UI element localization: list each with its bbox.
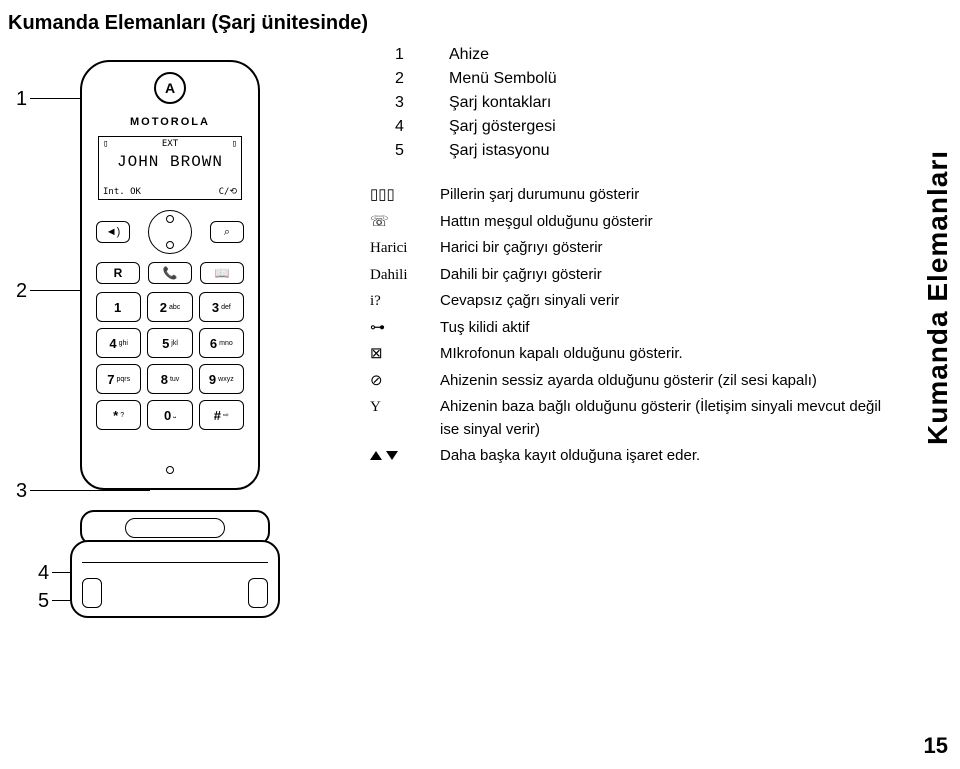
icon-symbol: ☏ [370, 211, 440, 234]
legend-row-4: 4Şarj göstergesi [395, 118, 557, 136]
nav-left-button: ◄) [96, 221, 130, 243]
func-r-button: R [96, 262, 140, 284]
screen-softkey-right: C/⟲ [219, 187, 237, 197]
icon-desc: Ahizenin baza bağlı olduğunu gösterir (İ… [440, 396, 890, 441]
icon-symbol: ▯▯▯ [370, 184, 440, 207]
icon-row-2: HariciHarici bir çağrıyı gösterir [370, 237, 890, 260]
legend-num: 2 [395, 70, 449, 88]
key-*: *? [96, 400, 141, 430]
icon-symbol: i? [370, 290, 440, 313]
icon-row-7: ⊘Ahizenin sessiz ayarda olduğunu gösteri… [370, 370, 890, 393]
legend-row-2: 2Menü Sembolü [395, 70, 557, 88]
brand-label: MOTOROLA [82, 116, 258, 128]
legend-row-5: 5Şarj istasyonu [395, 142, 557, 160]
icon-symbol: Harici [370, 237, 440, 260]
key-0: 0⎵ [147, 400, 192, 430]
legend-text: Ahize [449, 46, 489, 64]
icon-row-9: Daha başka kayıt olduğuna işaret eder. [370, 445, 890, 468]
icon-row-6: ⊠MIkrofonun kapalı olduğunu gösterir. [370, 343, 890, 366]
screen-softkey-left: Int. OK [103, 187, 141, 197]
icon-desc: Ahizenin sessiz ayarda olduğunu gösterir… [440, 370, 890, 393]
legend-text: Şarj kontakları [449, 94, 551, 112]
callout-4: 4 [38, 562, 49, 585]
key-8: 8tuv [147, 364, 192, 394]
legend-row-3: 3Şarj kontakları [395, 94, 557, 112]
mic-hole [166, 466, 174, 474]
func-call-button: 📞 [148, 262, 192, 284]
legend-num: 1 [395, 46, 449, 64]
legend-num: 3 [395, 94, 449, 112]
callout-1: 1 [16, 88, 27, 111]
icon-row-4: i?Cevapsız çağrı sinyali verir [370, 290, 890, 313]
icon-desc: Pillerin şarj durumunu gösterir [440, 184, 890, 207]
phone-screen: ▯ EXT ▯ JOHN BROWN Int. OK C/⟲ [98, 136, 242, 200]
legend-list: 1Ahize2Menü Sembolü3Şarj kontakları4Şarj… [395, 46, 557, 166]
screen-name: JOHN BROWN [99, 153, 241, 171]
icon-row-5: ⊶Tuş kilidi aktif [370, 317, 890, 340]
legend-text: Menü Sembolü [449, 70, 557, 88]
icon-desc: Hattın meşgul olduğunu gösterir [440, 211, 890, 234]
callout-2: 2 [16, 280, 27, 303]
base-station-illustration [70, 510, 280, 630]
icon-desc: MIkrofonun kapalı olduğunu gösterir. [440, 343, 890, 366]
legend-text: Şarj göstergesi [449, 118, 556, 136]
key-2: 2abc [147, 292, 192, 322]
icon-row-8: YAhizenin baza bağlı olduğunu gösterir (… [370, 396, 890, 441]
icon-symbol: ⊘ [370, 370, 440, 393]
icon-row-1: ☏Hattın meşgul olduğunu gösterir [370, 211, 890, 234]
key-9: 9wxyz [199, 364, 244, 394]
key-7: 7pqrs [96, 364, 141, 394]
icon-symbol [370, 445, 440, 468]
leader-3 [30, 490, 150, 491]
icon-desc: Daha başka kayıt olduğuna işaret eder. [440, 445, 890, 468]
icon-desc: Cevapsız çağrı sinyali verir [440, 290, 890, 313]
key-4: 4ghi [96, 328, 141, 358]
key-5: 5jkl [147, 328, 192, 358]
icon-symbol: ⊠ [370, 343, 440, 366]
func-book-button: 📖 [200, 262, 244, 284]
key-#: #⇨ [199, 400, 244, 430]
logo-icon: A [154, 72, 186, 104]
screen-icon-ext: EXT [162, 139, 178, 149]
icon-desc: Harici bir çağrıyı gösterir [440, 237, 890, 260]
icon-list: ▯▯▯Pillerin şarj durumunu gösterir☏Hattı… [370, 184, 890, 472]
keypad: 12abc3def 4ghi5jkl6mno 7pqrs8tuv9wxyz *?0⎵#… [96, 292, 244, 430]
legend-num: 4 [395, 118, 449, 136]
icon-row-0: ▯▯▯Pillerin şarj durumunu gösterir [370, 184, 890, 207]
legend-num: 5 [395, 142, 449, 160]
key-6: 6mno [199, 328, 244, 358]
key-3: 3def [199, 292, 244, 322]
callout-3: 3 [16, 480, 27, 503]
key-1: 1 [96, 292, 141, 322]
legend-text: Şarj istasyonu [449, 142, 550, 160]
side-title: Kumanda Elemanları [922, 150, 954, 445]
icon-desc: Tuş kilidi aktif [440, 317, 890, 340]
icon-symbol: ⊶ [370, 317, 440, 340]
legend-row-1: 1Ahize [395, 46, 557, 64]
icon-desc: Dahili bir çağrıyı gösterir [440, 264, 890, 287]
screen-icon-battery: ▯ [103, 139, 108, 149]
phone-illustration: A MOTOROLA ▯ EXT ▯ JOHN BROWN Int. OK C/… [80, 60, 280, 490]
callout-5: 5 [38, 590, 49, 613]
nav-dpad [148, 210, 192, 254]
icon-row-3: DahiliDahili bir çağrıyı gösterir [370, 264, 890, 287]
nav-right-button: ⌕ [210, 221, 244, 243]
page-title: Kumanda Elemanları (Şarj ünitesinde) [8, 12, 368, 35]
leader-1 [30, 98, 80, 99]
page-number: 15 [924, 733, 948, 759]
icon-symbol: Y [370, 396, 440, 419]
screen-icon-signal: ▯ [232, 139, 237, 149]
icon-symbol: Dahili [370, 264, 440, 287]
